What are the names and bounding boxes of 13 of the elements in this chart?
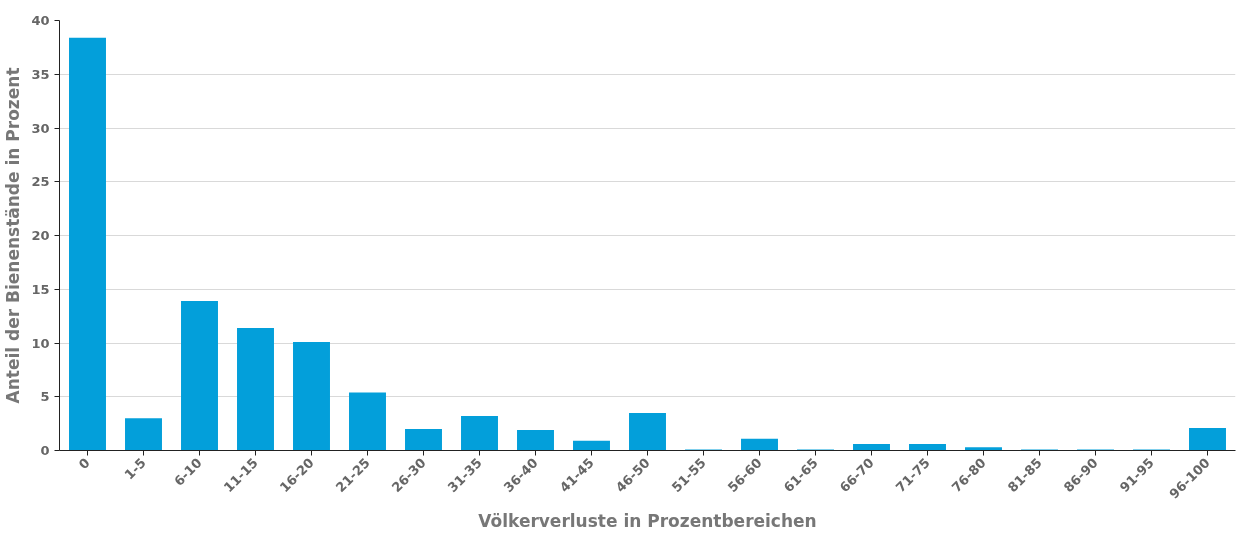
y-tick-label: 0 <box>40 443 50 458</box>
y-tick-label: 20 <box>31 228 50 243</box>
y-tick-label: 15 <box>31 281 50 297</box>
x-tick-label: 0 <box>75 455 93 473</box>
y-tick-label: 5 <box>40 389 50 405</box>
y-tick-label: 25 <box>31 174 50 190</box>
y-axis-title: Anteil der Bienenstände in Prozent <box>3 67 24 404</box>
y-tick-label: 30 <box>31 120 50 136</box>
x-tick-label: 1-5 <box>121 455 149 483</box>
x-axis-title: Völkerverluste in Prozentbereichen <box>478 510 817 531</box>
y-tick-label: 35 <box>31 66 50 82</box>
y-tick-label: 40 <box>31 13 50 28</box>
y-tick-label: 10 <box>31 335 50 351</box>
